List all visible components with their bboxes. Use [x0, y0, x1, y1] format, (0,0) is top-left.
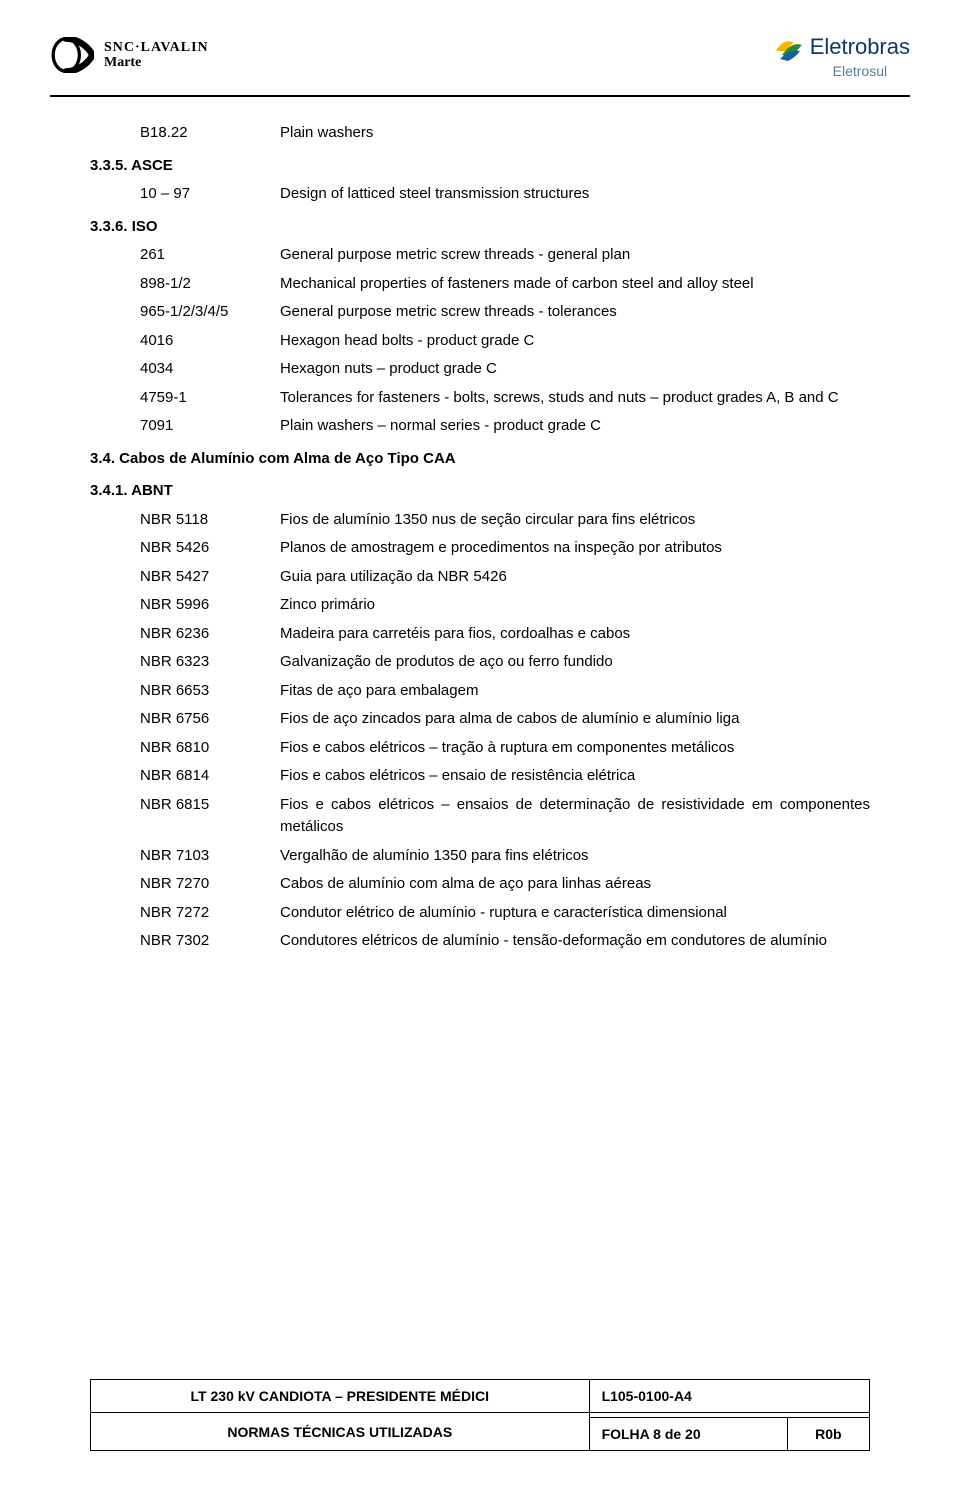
- spec-desc: General purpose metric screw threads - t…: [280, 301, 870, 324]
- logo-right-sub: Eletrosul: [833, 63, 887, 79]
- footer-rev: R0b: [787, 1418, 869, 1451]
- spec-code: 965-1/2/3/4/5: [140, 301, 280, 324]
- spec-row: NBR 6810 Fios e cabos elétricos – tração…: [140, 737, 870, 760]
- spec-row: NBR 7270 Cabos de alumínio com alma de a…: [140, 873, 870, 896]
- spec-code: NBR 6236: [140, 623, 280, 646]
- section-heading: 3.3.5. ASCE: [90, 155, 870, 178]
- snc-lavalin-icon: [50, 37, 94, 73]
- spec-row: NBR 7103 Vergalhão de alumínio 1350 para…: [140, 845, 870, 868]
- spec-desc: General purpose metric screw threads - g…: [280, 244, 870, 267]
- spec-row: 4759-1 Tolerances for fasteners - bolts,…: [140, 387, 870, 410]
- spec-code: 7091: [140, 415, 280, 438]
- spec-row: 4016 Hexagon head bolts - product grade …: [140, 330, 870, 353]
- spec-code: NBR 6756: [140, 708, 280, 731]
- spec-row: 10 – 97 Design of latticed steel transmi…: [140, 183, 870, 206]
- spec-desc: Fios e cabos elétricos – tração à ruptur…: [280, 737, 870, 760]
- spec-code: 10 – 97: [140, 183, 280, 206]
- spec-desc: Condutor elétrico de alumínio - ruptura …: [280, 902, 870, 925]
- spec-desc: Mechanical properties of fasteners made …: [280, 273, 870, 296]
- spec-code: 4034: [140, 358, 280, 381]
- spec-code: NBR 7302: [140, 930, 280, 953]
- footer-subtitle: NORMAS TÉCNICAS UTILIZADAS: [91, 1413, 590, 1451]
- spec-code: B18.22: [140, 122, 280, 145]
- spec-desc: Condutores elétricos de alumínio - tensã…: [280, 930, 870, 953]
- spec-row: 965-1/2/3/4/5 General purpose metric scr…: [140, 301, 870, 324]
- spec-desc: Planos de amostragem e procedimentos na …: [280, 537, 870, 560]
- spec-code: 4759-1: [140, 387, 280, 410]
- spec-row: NBR 5426 Planos de amostragem e procedim…: [140, 537, 870, 560]
- spec-desc: Design of latticed steel transmission st…: [280, 183, 870, 206]
- spec-code: NBR 7272: [140, 902, 280, 925]
- spec-row: NBR 5996 Zinco primário: [140, 594, 870, 617]
- page-footer: LT 230 kV CANDIOTA – PRESIDENTE MÉDICI L…: [90, 1379, 870, 1451]
- spec-row: 261 General purpose metric screw threads…: [140, 244, 870, 267]
- section-heading: 3.3.6. ISO: [90, 216, 870, 239]
- spec-code: 261: [140, 244, 280, 267]
- footer-table: LT 230 kV CANDIOTA – PRESIDENTE MÉDICI L…: [90, 1379, 870, 1451]
- spec-code: NBR 5427: [140, 566, 280, 589]
- page-header: SNC·LAVALIN Marte Eletrobras Eletrosul: [0, 0, 960, 95]
- footer-page: FOLHA 8 de 20: [589, 1418, 787, 1451]
- spec-desc: Madeira para carretéis para fios, cordoa…: [280, 623, 870, 646]
- spec-desc: Fios e cabos elétricos – ensaios de dete…: [280, 794, 870, 839]
- spec-row: 4034 Hexagon nuts – product grade C: [140, 358, 870, 381]
- logo-right-main: Eletrobras: [810, 34, 910, 60]
- logo-right: Eletrobras Eletrosul: [772, 31, 910, 79]
- page-content: B18.22 Plain washers 3.3.5. ASCE 10 – 97…: [0, 97, 960, 953]
- spec-desc: Vergalhão de alumínio 1350 para fins elé…: [280, 845, 870, 868]
- section-heading: 3.4.1. ABNT: [90, 480, 870, 503]
- spec-code: 4016: [140, 330, 280, 353]
- spec-row: NBR 6653 Fitas de aço para embalagem: [140, 680, 870, 703]
- spec-desc: Fitas de aço para embalagem: [280, 680, 870, 703]
- spec-row: NBR 7302 Condutores elétricos de alumíni…: [140, 930, 870, 953]
- spec-desc: Galvanização de produtos de aço ou ferro…: [280, 651, 870, 674]
- spec-row: NBR 6756 Fios de aço zincados para alma …: [140, 708, 870, 731]
- spec-row: B18.22 Plain washers: [140, 122, 870, 145]
- spec-row: NBR 5427 Guia para utilização da NBR 542…: [140, 566, 870, 589]
- spec-desc: Hexagon head bolts - product grade C: [280, 330, 870, 353]
- footer-title: LT 230 kV CANDIOTA – PRESIDENTE MÉDICI: [91, 1380, 590, 1413]
- spec-row: 898-1/2 Mechanical properties of fastene…: [140, 273, 870, 296]
- eletrobras-icon: [772, 31, 804, 63]
- spec-code: NBR 7103: [140, 845, 280, 868]
- spec-code: NBR 7270: [140, 873, 280, 896]
- section-heading: 3.4. Cabos de Alumínio com Alma de Aço T…: [90, 448, 870, 471]
- spec-row: NBR 6323 Galvanização de produtos de aço…: [140, 651, 870, 674]
- spec-code: NBR 5118: [140, 509, 280, 532]
- spec-row: NBR 6815 Fios e cabos elétricos – ensaio…: [140, 794, 870, 839]
- spec-code: NBR 5996: [140, 594, 280, 617]
- spec-code: NBR 6810: [140, 737, 280, 760]
- spec-code: NBR 6815: [140, 794, 280, 839]
- spec-code: NBR 6323: [140, 651, 280, 674]
- spec-code: NBR 6653: [140, 680, 280, 703]
- logo-left-line1: SNC·LAVALIN: [104, 40, 209, 55]
- spec-desc: Fios de aço zincados para alma de cabos …: [280, 708, 870, 731]
- spec-desc: Cabos de alumínio com alma de aço para l…: [280, 873, 870, 896]
- spec-code: NBR 6814: [140, 765, 280, 788]
- spec-desc: Tolerances for fasteners - bolts, screws…: [280, 387, 870, 410]
- spec-desc: Plain washers: [280, 122, 870, 145]
- spec-row: NBR 6814 Fios e cabos elétricos – ensaio…: [140, 765, 870, 788]
- spec-desc: Plain washers – normal series - product …: [280, 415, 870, 438]
- spec-row: 7091 Plain washers – normal series - pro…: [140, 415, 870, 438]
- spec-desc: Hexagon nuts – product grade C: [280, 358, 870, 381]
- spec-row: NBR 7272 Condutor elétrico de alumínio -…: [140, 902, 870, 925]
- spec-code: NBR 5426: [140, 537, 280, 560]
- spec-code: 898-1/2: [140, 273, 280, 296]
- footer-doc-code: L105-0100-A4: [589, 1380, 869, 1413]
- logo-left-text: SNC·LAVALIN Marte: [104, 40, 209, 71]
- logo-left: SNC·LAVALIN Marte: [50, 37, 209, 73]
- spec-row: NBR 6236 Madeira para carretéis para fio…: [140, 623, 870, 646]
- spec-desc: Zinco primário: [280, 594, 870, 617]
- logo-left-line2: Marte: [104, 55, 209, 70]
- spec-row: NBR 5118 Fios de alumínio 1350 nus de se…: [140, 509, 870, 532]
- spec-desc: Guia para utilização da NBR 5426: [280, 566, 870, 589]
- spec-desc: Fios de alumínio 1350 nus de seção circu…: [280, 509, 870, 532]
- spec-desc: Fios e cabos elétricos – ensaio de resis…: [280, 765, 870, 788]
